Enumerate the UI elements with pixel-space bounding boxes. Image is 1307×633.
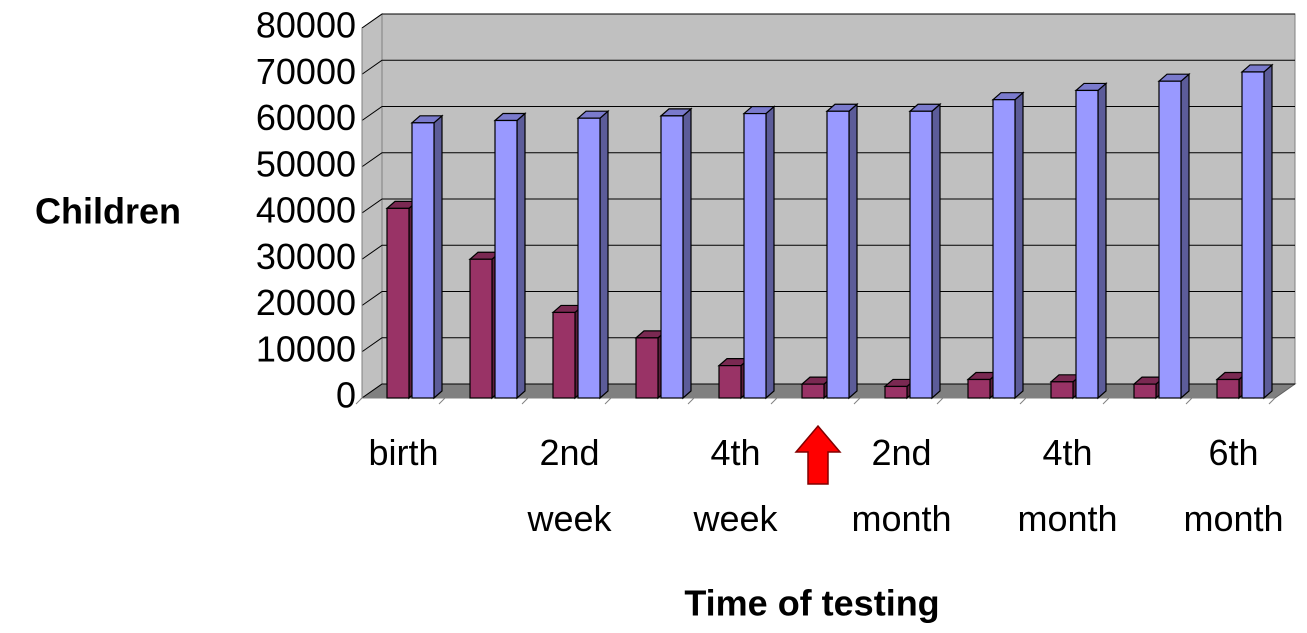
- bar-front: [884, 385, 908, 399]
- x-tick-label: 2nd week: [526, 432, 612, 539]
- bar-front: [1158, 80, 1182, 399]
- bar-front: [718, 365, 742, 399]
- bar-front: [1075, 89, 1099, 399]
- grid-line: [361, 152, 1295, 168]
- arrow-marker: [794, 424, 842, 485]
- grid-line: [361, 291, 1295, 306]
- x-tick-label: 4th week: [692, 432, 778, 539]
- y-axis-title: Children: [35, 191, 181, 232]
- bar-front: [826, 110, 850, 399]
- bar: [1240, 63, 1274, 400]
- bar-side: [433, 114, 443, 400]
- y-tick-label: 10000: [256, 328, 356, 369]
- grid-line: [361, 337, 1295, 353]
- bar: [410, 114, 444, 400]
- y-tick-label: 30000: [256, 236, 356, 277]
- x-tick: [853, 397, 861, 405]
- y-tick-label: 50000: [256, 143, 356, 184]
- bar: [742, 105, 776, 400]
- grid-line: [361, 106, 1295, 121]
- bar-front: [494, 119, 518, 399]
- x-tick: [687, 397, 695, 405]
- x-tick-label: birth: [368, 432, 438, 473]
- x-tick-label: 6th month: [1183, 432, 1283, 539]
- bar: [991, 91, 1025, 400]
- x-tick-label: 4th month: [1017, 432, 1117, 539]
- grid-line: [361, 244, 1295, 260]
- bar-front: [909, 110, 933, 399]
- grid-line: [361, 59, 1295, 75]
- bar-front: [635, 337, 659, 399]
- bar-front: [577, 117, 601, 399]
- bar-front: [743, 112, 767, 399]
- x-tick: [355, 397, 363, 405]
- bar-front: [1050, 381, 1074, 399]
- bar-front: [1133, 383, 1157, 399]
- bar-side: [1180, 72, 1190, 400]
- x-tick-label: 2nd month: [851, 432, 951, 539]
- bar-front: [967, 378, 991, 399]
- bar-front: [660, 115, 684, 399]
- x-tick: [1102, 397, 1110, 405]
- bar: [659, 107, 693, 400]
- bar-side: [931, 102, 941, 400]
- x-tick: [1185, 397, 1193, 405]
- y-tick-label: 70000: [256, 51, 356, 92]
- grid-line: [361, 198, 1295, 214]
- x-tick: [1019, 397, 1027, 405]
- bar-side: [765, 105, 775, 400]
- x-tick: [1268, 397, 1276, 405]
- bar-side: [1097, 82, 1107, 400]
- bar: [1157, 72, 1191, 400]
- y-tick-label: 20000: [256, 282, 356, 323]
- bar: [908, 102, 942, 400]
- y-tick-label: 60000: [256, 97, 356, 138]
- bar: [1074, 82, 1108, 400]
- bar-front: [1241, 71, 1265, 399]
- bar-side: [1014, 91, 1024, 400]
- bar-side: [599, 109, 609, 400]
- x-tick: [438, 397, 446, 405]
- bar-front: [992, 99, 1016, 399]
- x-tick: [521, 397, 529, 405]
- y-tick-label: 40000: [256, 190, 356, 231]
- x-axis-title: Time of testing: [684, 583, 939, 624]
- y-tick-label: 0: [336, 375, 356, 416]
- bar-side: [682, 107, 692, 400]
- bar-front: [469, 258, 493, 399]
- bar-front: [1216, 378, 1240, 399]
- bar: [385, 200, 419, 400]
- x-tick: [604, 397, 612, 405]
- bar-front: [411, 122, 435, 399]
- bar: [825, 102, 859, 400]
- bar-front: [801, 383, 825, 399]
- bar: [493, 112, 527, 400]
- bar-side: [1263, 63, 1273, 400]
- grid-line: [361, 13, 1295, 29]
- y-tick-label: 80000: [256, 5, 356, 46]
- x-tick: [936, 397, 944, 405]
- bar-front: [386, 207, 410, 399]
- x-tick: [770, 397, 778, 405]
- bar-side: [848, 102, 858, 400]
- bar-front: [552, 311, 576, 399]
- bar: [576, 109, 610, 400]
- bar-side: [516, 112, 526, 400]
